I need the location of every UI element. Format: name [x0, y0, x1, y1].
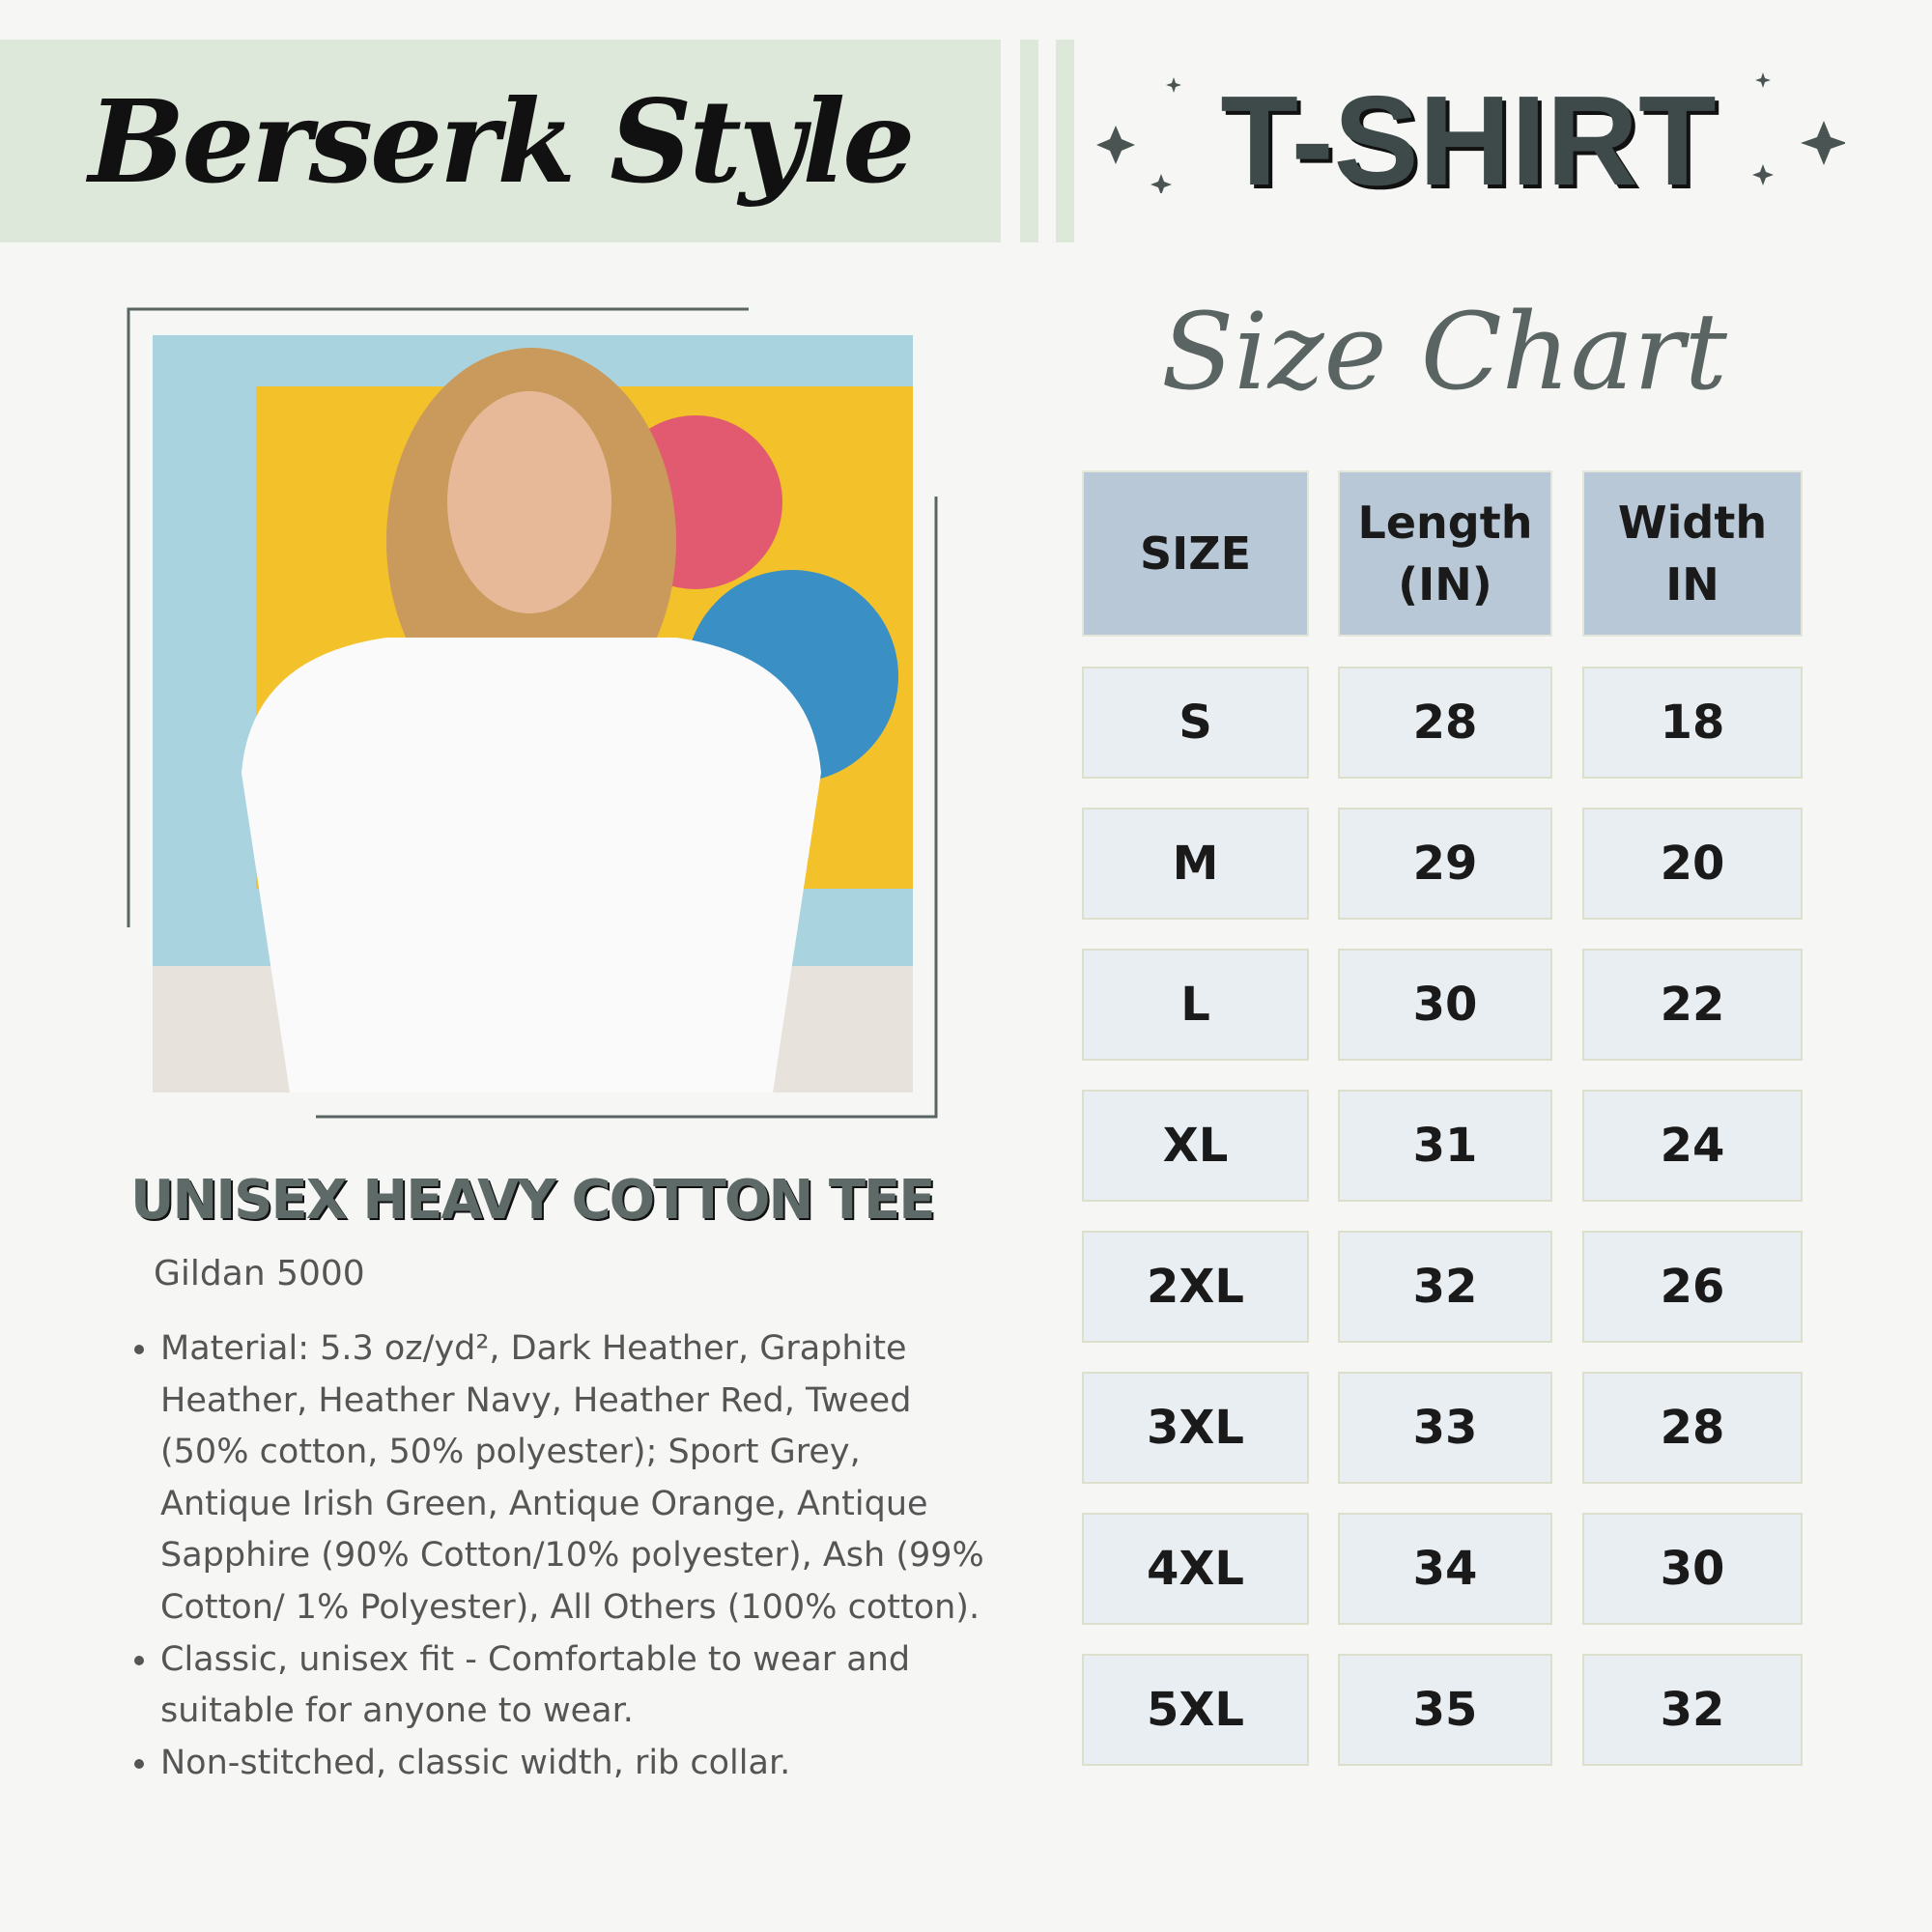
- table-cell: M: [1082, 808, 1309, 920]
- table-cell: 20: [1582, 808, 1803, 920]
- table-cell: 31: [1338, 1090, 1552, 1202]
- sparkles: [1096, 72, 1845, 193]
- product-title: UNISEX HEAVY COTTON TEE: [130, 1169, 936, 1232]
- table-cell: 32: [1338, 1231, 1552, 1343]
- product-type: T-SHIRT: [1220, 70, 1717, 212]
- feature-item: Material: 5.3 oz/yd², Dark Heather, Grap…: [160, 1323, 991, 1634]
- table-cell: 26: [1582, 1231, 1803, 1343]
- table-cell: 34: [1338, 1513, 1552, 1625]
- table-cell: 30: [1338, 949, 1552, 1061]
- table-cell: 2XL: [1082, 1231, 1309, 1343]
- table-cell: L: [1082, 949, 1309, 1061]
- table-cell: 22: [1582, 949, 1803, 1061]
- banner-stripe: [1056, 40, 1074, 242]
- feature-list: Material: 5.3 oz/yd², Dark Heather, Grap…: [114, 1323, 991, 1789]
- table-cell: 28: [1582, 1372, 1803, 1484]
- table-cell: 35: [1338, 1654, 1552, 1766]
- table-cell: 33: [1338, 1372, 1552, 1484]
- column-header: Width IN: [1582, 470, 1803, 637]
- column-header: SIZE: [1082, 470, 1309, 637]
- table-cell: 32: [1582, 1654, 1803, 1766]
- table-cell: 28: [1338, 667, 1552, 779]
- table-cell: 5XL: [1082, 1654, 1309, 1766]
- table-cell: 29: [1338, 808, 1552, 920]
- table-cell: 18: [1582, 667, 1803, 779]
- brand-banner: [0, 40, 1001, 242]
- photo: [127, 307, 938, 1119]
- banner-stripe: [1020, 40, 1038, 242]
- table-cell: S: [1082, 667, 1309, 779]
- brand-name: Berserk Style: [88, 73, 916, 209]
- table-cell: 3XL: [1082, 1372, 1309, 1484]
- column-header: Length (IN): [1338, 470, 1552, 637]
- chart-title: Size Chart: [1161, 290, 1727, 413]
- table-cell: 4XL: [1082, 1513, 1309, 1625]
- product-model: Gildan 5000: [154, 1254, 365, 1293]
- table-cell: 24: [1582, 1090, 1803, 1202]
- feature-item: Non-stitched, classic width, rib collar.: [160, 1738, 991, 1790]
- table-cell: XL: [1082, 1090, 1309, 1202]
- table-cell: 30: [1582, 1513, 1803, 1625]
- feature-item: Classic, unisex fit - Comfortable to wea…: [160, 1634, 991, 1738]
